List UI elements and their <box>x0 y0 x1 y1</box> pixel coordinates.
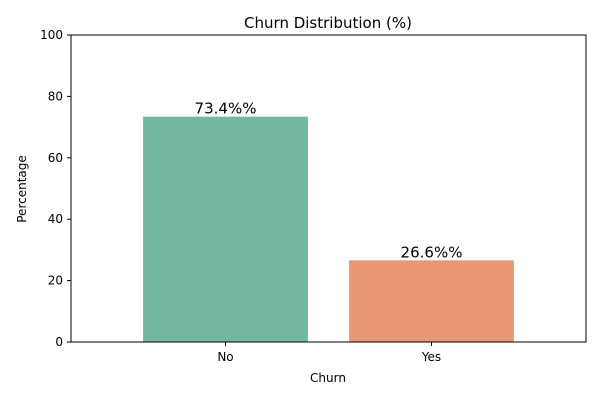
x-tick-label: No <box>217 350 233 364</box>
chart-title: Churn Distribution (%) <box>244 14 412 32</box>
data-label-no: 73.4%% <box>195 100 257 118</box>
data-label-yes: 26.6%% <box>401 243 463 261</box>
plot-frame <box>70 34 587 343</box>
bar-yes <box>349 260 514 342</box>
y-tick-label: 20 <box>48 274 63 288</box>
y-axis-label: Percentage <box>15 155 29 223</box>
y-axis: 0 20 40 60 80 100 <box>40 28 71 349</box>
data-labels: 73.4%% 26.6%% <box>195 100 463 262</box>
y-tick-label: 80 <box>48 89 63 103</box>
bars <box>143 116 514 342</box>
x-tick-label: Yes <box>421 350 441 364</box>
x-axis: No Yes <box>217 342 441 364</box>
y-tick-label: 100 <box>40 28 63 42</box>
y-tick-label: 40 <box>48 212 63 226</box>
x-axis-label: Churn <box>310 371 346 385</box>
y-tick-label: 60 <box>48 151 63 165</box>
y-tick-label: 0 <box>55 335 63 349</box>
bar-no <box>143 116 308 342</box>
